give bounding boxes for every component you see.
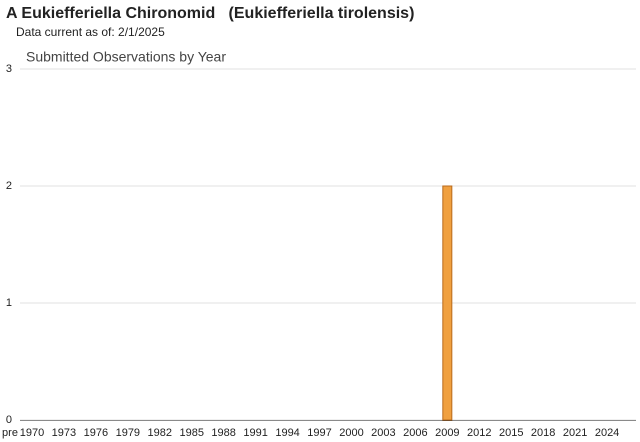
chart-title: Submitted Observations by Year <box>26 49 226 65</box>
x-tick-label: 1976 <box>84 427 108 439</box>
x-tick-label: 2006 <box>403 427 427 439</box>
y-tick-label: 0 <box>6 414 12 426</box>
x-tick-label: 1970 <box>20 427 44 439</box>
y-tick-label: 2 <box>6 180 12 192</box>
x-tick-label: 1982 <box>148 427 172 439</box>
subtitle: Data current as of: 2/1/2025 <box>16 25 165 39</box>
bar <box>442 185 453 421</box>
x-tick-label: 1973 <box>52 427 76 439</box>
page-title: A Eukiefferiella Chironomid (Eukiefferie… <box>6 5 414 22</box>
x-tick-label: 2000 <box>339 427 363 439</box>
x-tick-label: 2009 <box>435 427 459 439</box>
y-tick-label: 3 <box>6 63 12 75</box>
x-tick-label: 1991 <box>243 427 267 439</box>
y-tick-label: 1 <box>6 297 12 309</box>
x-tick-label: 2018 <box>531 427 555 439</box>
x-tick-label: 1979 <box>116 427 140 439</box>
x-tick-label: 1994 <box>275 427 299 439</box>
x-tick-label: pre <box>2 427 18 439</box>
x-tick-label: 1997 <box>307 427 331 439</box>
x-tick-label: 2021 <box>563 427 587 439</box>
x-tick-label: 1988 <box>211 427 235 439</box>
x-tick-label: 2024 <box>595 427 619 439</box>
x-tick-label: 2015 <box>499 427 523 439</box>
x-tick-label: 2012 <box>467 427 491 439</box>
x-tick-label: 1985 <box>179 427 203 439</box>
x-tick-label: 2003 <box>371 427 395 439</box>
